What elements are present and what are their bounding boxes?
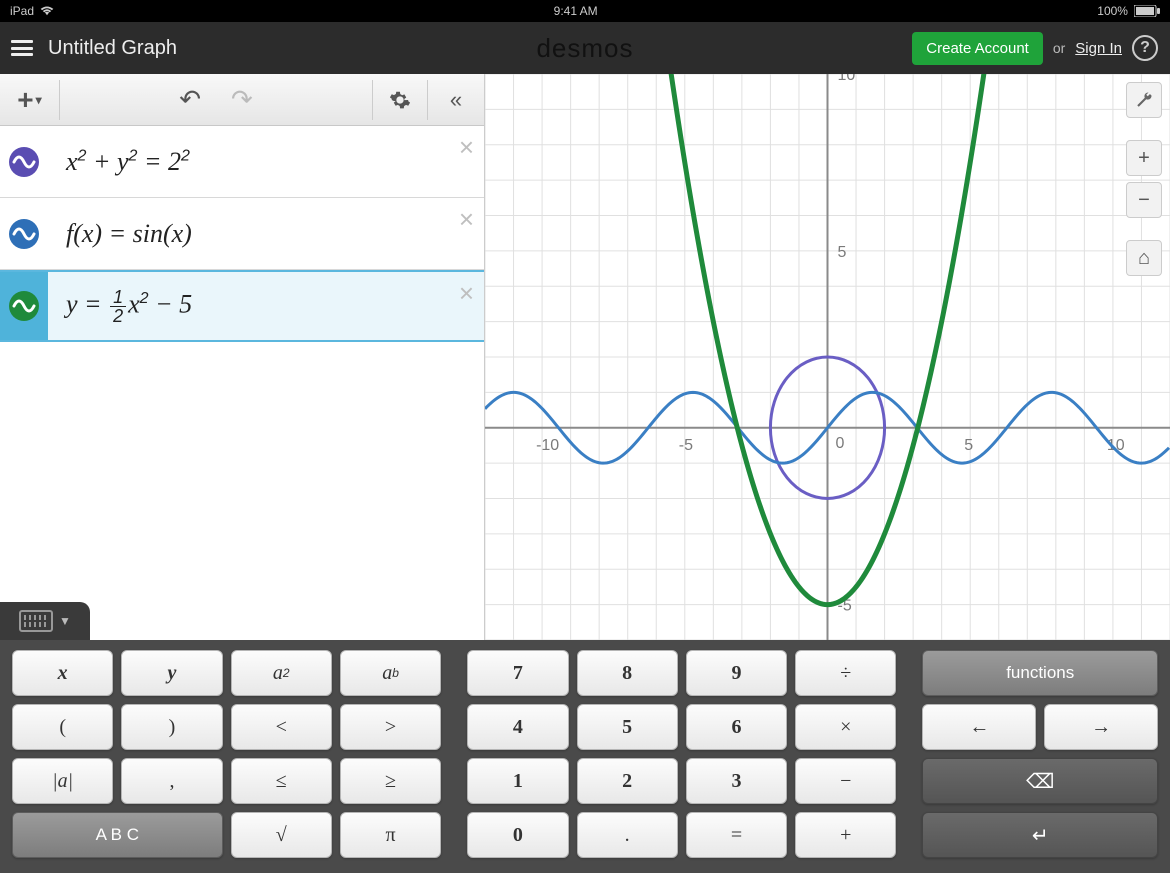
hamburger-icon: [11, 40, 33, 56]
home-button[interactable]: ⌂: [1126, 240, 1162, 276]
zoom-out-button[interactable]: −: [1126, 182, 1162, 218]
key-sym[interactable]: ab: [340, 650, 441, 696]
svg-text:10: 10: [838, 74, 856, 84]
key-[interactable]: >: [340, 704, 441, 750]
key-[interactable]: →: [1044, 704, 1158, 750]
key-5[interactable]: 5: [577, 704, 678, 750]
graph-title[interactable]: Untitled Graph: [48, 37, 177, 60]
key-0[interactable]: 0: [467, 812, 568, 858]
svg-text:-10: -10: [536, 437, 559, 454]
key-[interactable]: ): [121, 704, 222, 750]
create-account-button[interactable]: Create Account: [912, 32, 1043, 65]
desmos-logo: desmos: [536, 33, 633, 64]
zoom-in-button[interactable]: +: [1126, 140, 1162, 176]
key-y[interactable]: y: [121, 650, 222, 696]
key-3[interactable]: 3: [686, 758, 787, 804]
expression-color-handle[interactable]: [0, 272, 48, 340]
redo-button[interactable]: ↷: [231, 80, 253, 120]
help-button[interactable]: ?: [1132, 35, 1158, 61]
key-[interactable]: (: [12, 704, 113, 750]
device-label: iPad: [10, 4, 34, 18]
svg-text:-5: -5: [679, 437, 693, 454]
curve-icon: [9, 291, 39, 321]
expression-row[interactable]: x2 + y2 = 22×: [0, 126, 484, 198]
delete-expression-button[interactable]: ×: [459, 278, 474, 309]
svg-text:5: 5: [838, 244, 847, 261]
svg-text:0: 0: [836, 435, 845, 452]
key-9[interactable]: 9: [686, 650, 787, 696]
expression-settings-button[interactable]: [372, 80, 428, 120]
graph-settings-button[interactable]: [1126, 82, 1162, 118]
expression-row[interactable]: f(x) = sin(x)×: [0, 198, 484, 270]
key-[interactable]: ÷: [795, 650, 896, 696]
backspace-key[interactable]: ⌫: [922, 758, 1158, 804]
key-sym[interactable]: a2: [231, 650, 332, 696]
app-header: Untitled Graph desmos Create Account or …: [0, 22, 1170, 74]
collapse-sidebar-button[interactable]: «: [428, 80, 484, 120]
ipad-status-bar: iPad 9:41 AM 100%: [0, 0, 1170, 22]
key-sym[interactable]: |a|: [12, 758, 113, 804]
battery-icon: [1134, 5, 1160, 17]
delete-expression-button[interactable]: ×: [459, 132, 474, 163]
delete-expression-button[interactable]: ×: [459, 204, 474, 235]
key-[interactable]: .: [577, 812, 678, 858]
keyboard-group-actions: functions ←→ ⌫ ↵: [922, 650, 1158, 861]
graph-tools: + − ⌂: [1126, 82, 1162, 276]
wifi-icon: [40, 6, 54, 16]
key-x[interactable]: x: [12, 650, 113, 696]
add-expression-button[interactable]: + ▾: [0, 80, 60, 120]
key-6[interactable]: 6: [686, 704, 787, 750]
key-4[interactable]: 4: [467, 704, 568, 750]
keyboard-group-symbols: xya2ab ()<> |a|,≤≥ A B C√π: [12, 650, 441, 861]
key-[interactable]: =: [686, 812, 787, 858]
key-[interactable]: +: [795, 812, 896, 858]
or-text: or: [1053, 40, 1065, 56]
expression-input[interactable]: x2 + y2 = 22: [48, 139, 484, 185]
key-[interactable]: <: [231, 704, 332, 750]
key-[interactable]: −: [795, 758, 896, 804]
enter-key[interactable]: ↵: [922, 812, 1158, 858]
gear-icon: [389, 89, 411, 111]
key-[interactable]: √: [231, 812, 332, 858]
expression-color-handle[interactable]: [0, 126, 48, 197]
key-[interactable]: ,: [121, 758, 222, 804]
key-[interactable]: ×: [795, 704, 896, 750]
wrench-icon: [1135, 91, 1153, 109]
key-[interactable]: ≤: [231, 758, 332, 804]
battery-label: 100%: [1097, 4, 1128, 18]
expression-input[interactable]: y = 12x2 − 5: [48, 280, 484, 333]
sign-in-link[interactable]: Sign In: [1075, 40, 1122, 57]
graph-panel[interactable]: -10-5510-55100 + − ⌂: [485, 74, 1170, 640]
key-8[interactable]: 8: [577, 650, 678, 696]
key-functions[interactable]: functions: [922, 650, 1158, 696]
key-abc[interactable]: A B C: [12, 812, 223, 858]
sidebar-toolbar: + ▾ ↶ ↷ «: [0, 74, 484, 126]
graph-canvas[interactable]: -10-5510-55100: [485, 74, 1170, 640]
math-keyboard: xya2ab ()<> |a|,≤≥ A B C√π 789÷ 456× 123− 0.=+…: [0, 640, 1170, 873]
keyboard-toggle-button[interactable]: ▼: [0, 602, 90, 640]
keyboard-group-numpad: 789÷ 456× 123− 0.=+: [467, 650, 896, 861]
key-[interactable]: ←: [922, 704, 1036, 750]
curve-icon: [9, 147, 39, 177]
key-2[interactable]: 2: [577, 758, 678, 804]
key-[interactable]: ≥: [340, 758, 441, 804]
keyboard-icon: [19, 610, 53, 632]
expression-color-handle[interactable]: [0, 198, 48, 269]
key-7[interactable]: 7: [467, 650, 568, 696]
svg-text:5: 5: [964, 437, 973, 454]
expression-sidebar: + ▾ ↶ ↷ « x2 + y2 = 22×f(x) = sin(x)×y =…: [0, 74, 485, 640]
expression-input[interactable]: f(x) = sin(x): [48, 211, 484, 257]
key-1[interactable]: 1: [467, 758, 568, 804]
menu-button[interactable]: [0, 26, 44, 70]
chevron-down-icon: ▼: [59, 614, 71, 628]
undo-button[interactable]: ↶: [179, 80, 201, 120]
key-[interactable]: π: [340, 812, 441, 858]
curve-icon: [9, 219, 39, 249]
expression-list: x2 + y2 = 22×f(x) = sin(x)×y = 12x2 − 5×: [0, 126, 484, 640]
expression-row[interactable]: y = 12x2 − 5×: [0, 270, 484, 342]
status-time: 9:41 AM: [554, 4, 598, 18]
